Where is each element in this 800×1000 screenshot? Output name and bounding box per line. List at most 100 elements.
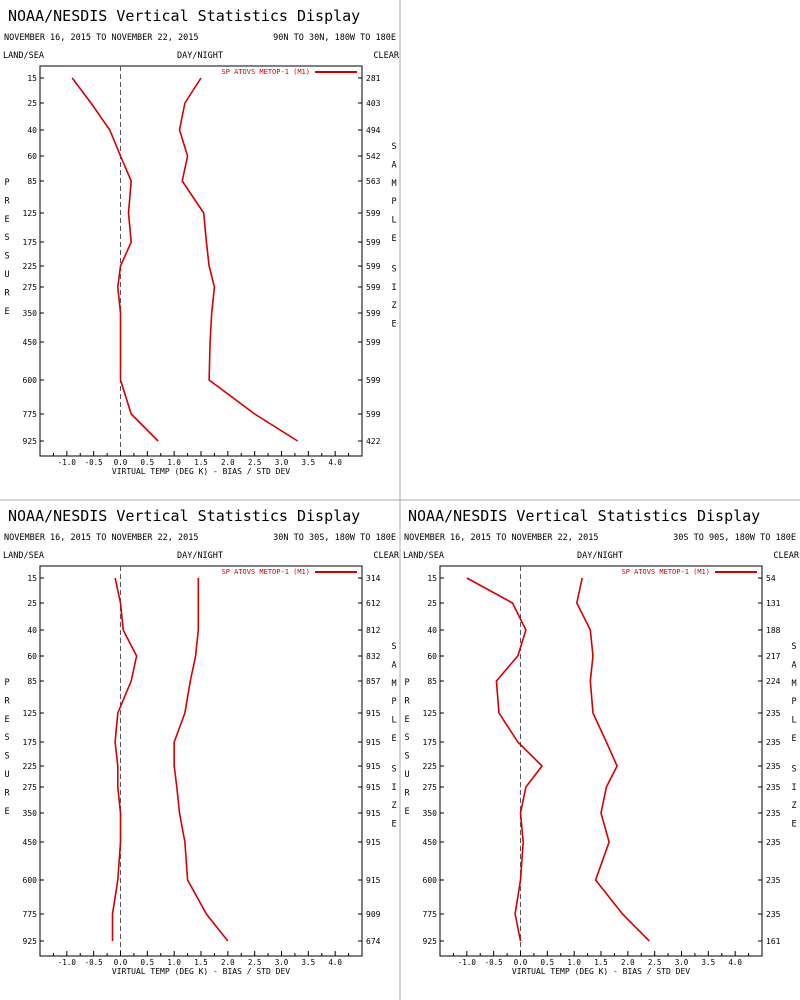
chart-title: NOAA/NESDIS Vertical Statistics Display — [8, 7, 360, 25]
land-sea-label: LAND/SEA — [403, 551, 444, 561]
sample-axis-letter: M — [391, 179, 396, 189]
pressure-level-label: 275 — [423, 783, 438, 792]
sample-size-label: 599 — [366, 262, 381, 271]
sample-size-label: 915 — [366, 738, 381, 747]
bias-line — [466, 577, 543, 942]
sample-size-label: 235 — [766, 709, 781, 718]
pressure-axis-letter: S — [4, 252, 9, 262]
sample-axis-letter: P — [391, 197, 396, 207]
plot-frame — [39, 565, 363, 957]
sample-axis-letter: P — [391, 697, 396, 707]
x-tick-label: 0.0 — [114, 958, 128, 967]
pressure-level-label: 60 — [27, 652, 37, 661]
pressure-axis-letter: S — [4, 733, 9, 743]
x-tick-label: 2.5 — [248, 458, 262, 467]
x-tick-label: 2.0 — [221, 458, 235, 467]
sample-size-label: 599 — [366, 283, 381, 292]
std-dev-line — [173, 578, 229, 942]
region-label: 30S TO 90S, 180W TO 180E — [673, 533, 796, 543]
sample-size-label: 314 — [366, 574, 381, 583]
sample-size-label: 542 — [366, 152, 381, 161]
pressure-axis-letter: U — [4, 770, 9, 780]
x-tick-label: -1.0 — [458, 958, 477, 967]
sample-size-label: 563 — [366, 177, 381, 186]
pressure-axis-letter: U — [4, 270, 9, 280]
sample-size-label: 832 — [366, 652, 381, 661]
pressure-axis-letter: S — [4, 233, 9, 243]
x-tick-label: 3.0 — [275, 458, 289, 467]
pressure-level-label: 225 — [423, 762, 438, 771]
pressure-level-label: 15 — [27, 74, 37, 83]
pressure-axis-letter: R — [4, 788, 10, 798]
sample-axis-letter: S — [391, 642, 396, 652]
pressure-axis-letter: E — [4, 307, 9, 317]
sample-axis-letter: I — [391, 783, 396, 793]
pressure-level-label: 225 — [23, 262, 38, 271]
pressure-level-label: 15 — [27, 574, 37, 583]
sample-size-label: 674 — [366, 937, 381, 946]
region-label: 30N TO 30S, 180W TO 180E — [273, 533, 396, 543]
sample-size-label: 812 — [366, 626, 381, 635]
bias-line — [71, 77, 159, 442]
pressure-axis-letter: S — [404, 752, 409, 762]
sample-axis-letter: P — [791, 697, 796, 707]
pressure-axis-letter: R — [404, 696, 410, 706]
x-tick-label: 0.5 — [141, 958, 155, 967]
x-tick-label: 1.0 — [167, 958, 181, 967]
sample-axis-letter: E — [391, 734, 396, 744]
sample-axis-letter: S — [391, 764, 396, 774]
pressure-axis-letter: E — [4, 807, 9, 817]
pressure-level-label: 85 — [427, 677, 437, 686]
x-tick-label: 3.5 — [302, 958, 316, 967]
pressure-axis-letter: R — [4, 696, 10, 706]
sample-axis-letter: Z — [391, 301, 396, 311]
x-tick-label: 1.0 — [167, 458, 181, 467]
sample-size-label: 915 — [366, 709, 381, 718]
sample-size-label: 494 — [366, 126, 381, 135]
pressure-level-label: 600 — [23, 876, 38, 885]
pressure-level-label: 175 — [23, 738, 38, 747]
pressure-level-label: 450 — [23, 838, 38, 847]
land-sea-label: LAND/SEA — [3, 551, 44, 561]
x-tick-label: 1.5 — [194, 958, 208, 967]
sample-axis-letter: S — [391, 264, 396, 274]
pressure-level-label: 125 — [23, 209, 38, 218]
sample-size-label: 131 — [766, 599, 781, 608]
std-dev-line — [576, 577, 650, 942]
pressure-level-label: 85 — [27, 177, 37, 186]
pressure-axis-letter: P — [4, 678, 9, 688]
sample-size-label: 235 — [766, 838, 781, 847]
region-label: 90N TO 30N, 180W TO 180E — [273, 33, 396, 43]
sample-size-label: 224 — [766, 677, 781, 686]
sample-size-label: 235 — [766, 876, 781, 885]
pressure-level-label: 40 — [427, 626, 437, 635]
sample-axis-letter: M — [791, 679, 796, 689]
x-tick-label: 4.0 — [328, 958, 342, 967]
chart-panel-2: NOAA/NESDIS Vertical Statistics Display N… — [3, 507, 400, 976]
chart-title: NOAA/NESDIS Vertical Statistics Display — [408, 507, 760, 525]
sample-size-label: 599 — [366, 209, 381, 218]
sample-size-label: 281 — [366, 74, 381, 83]
sample-axis-letter: L — [791, 716, 796, 726]
pressure-level-label: 125 — [423, 709, 438, 718]
pressure-level-label: 775 — [23, 910, 38, 919]
day-night-label: DAY/NIGHT — [177, 51, 223, 61]
x-axis-label: VIRTUAL TEMP (DEG K) - BIAS / STD DEV — [512, 967, 690, 976]
chart-panel-3: NOAA/NESDIS Vertical Statistics Display N… — [403, 507, 800, 976]
sample-axis-letter: S — [791, 764, 796, 774]
x-tick-label: 4.0 — [728, 958, 742, 967]
land-sea-label: LAND/SEA — [3, 51, 44, 61]
pressure-level-label: 350 — [423, 809, 438, 818]
sample-size-label: 235 — [766, 809, 781, 818]
clear-label: CLEAR — [373, 51, 399, 61]
pressure-level-label: 25 — [427, 599, 437, 608]
x-tick-label: 0.5 — [541, 958, 555, 967]
x-tick-label: 1.5 — [594, 958, 608, 967]
pressure-level-label: 60 — [27, 152, 37, 161]
x-tick-label: -1.0 — [58, 458, 77, 467]
sample-axis-letter: I — [791, 783, 796, 793]
sample-size-label: 235 — [766, 910, 781, 919]
pressure-axis-letter: E — [404, 807, 409, 817]
sample-axis-letter: E — [791, 820, 796, 830]
